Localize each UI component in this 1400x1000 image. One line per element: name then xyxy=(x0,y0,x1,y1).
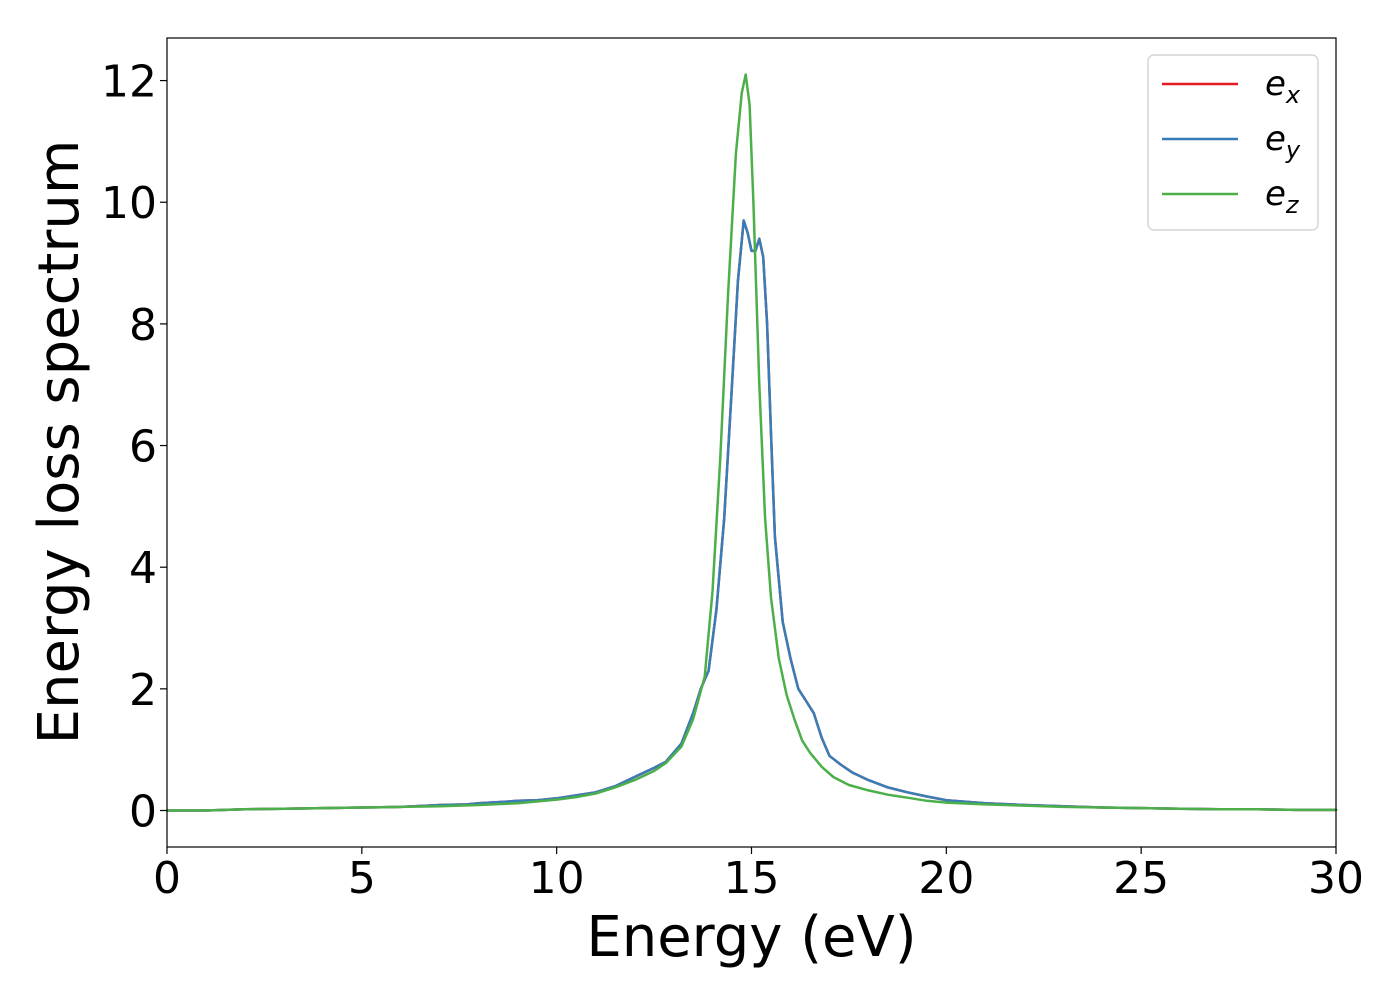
y-tick-label: 4 xyxy=(129,543,157,594)
y-tick-label: 2 xyxy=(129,665,157,716)
x-tick-label: 5 xyxy=(348,853,376,904)
legend-box xyxy=(1147,54,1319,231)
y-tick-label: 12 xyxy=(101,57,157,108)
y-tick-label: 8 xyxy=(129,300,157,351)
y-axis-title: Energy loss spectrum xyxy=(27,140,92,745)
x-axis-title: Energy (eV) xyxy=(586,905,916,970)
legend-label-x: ex xyxy=(1265,64,1301,109)
legend: ex ey ez xyxy=(1147,54,1319,231)
x-tick-label: 25 xyxy=(1113,853,1169,904)
x-tick-label: 15 xyxy=(724,853,780,904)
series-line-y xyxy=(165,219,1338,812)
y-tick-label: 10 xyxy=(101,178,157,229)
x-tick-label: 0 xyxy=(153,853,181,904)
x-tick-label: 20 xyxy=(918,853,974,904)
x-tick-label: 30 xyxy=(1308,853,1364,904)
series-layer xyxy=(165,73,1338,812)
legend-label-z: ez xyxy=(1265,174,1300,219)
y-tick-label: 6 xyxy=(129,422,157,473)
legend-label-y: ey xyxy=(1265,119,1301,164)
series-line-z xyxy=(165,73,1338,812)
x-tick-label: 10 xyxy=(529,853,585,904)
ticks-layer: 0 5 10 15 20 25 30 0 2 4 6 8 10 12 xyxy=(101,57,1364,904)
y-tick-label: 0 xyxy=(129,787,157,838)
